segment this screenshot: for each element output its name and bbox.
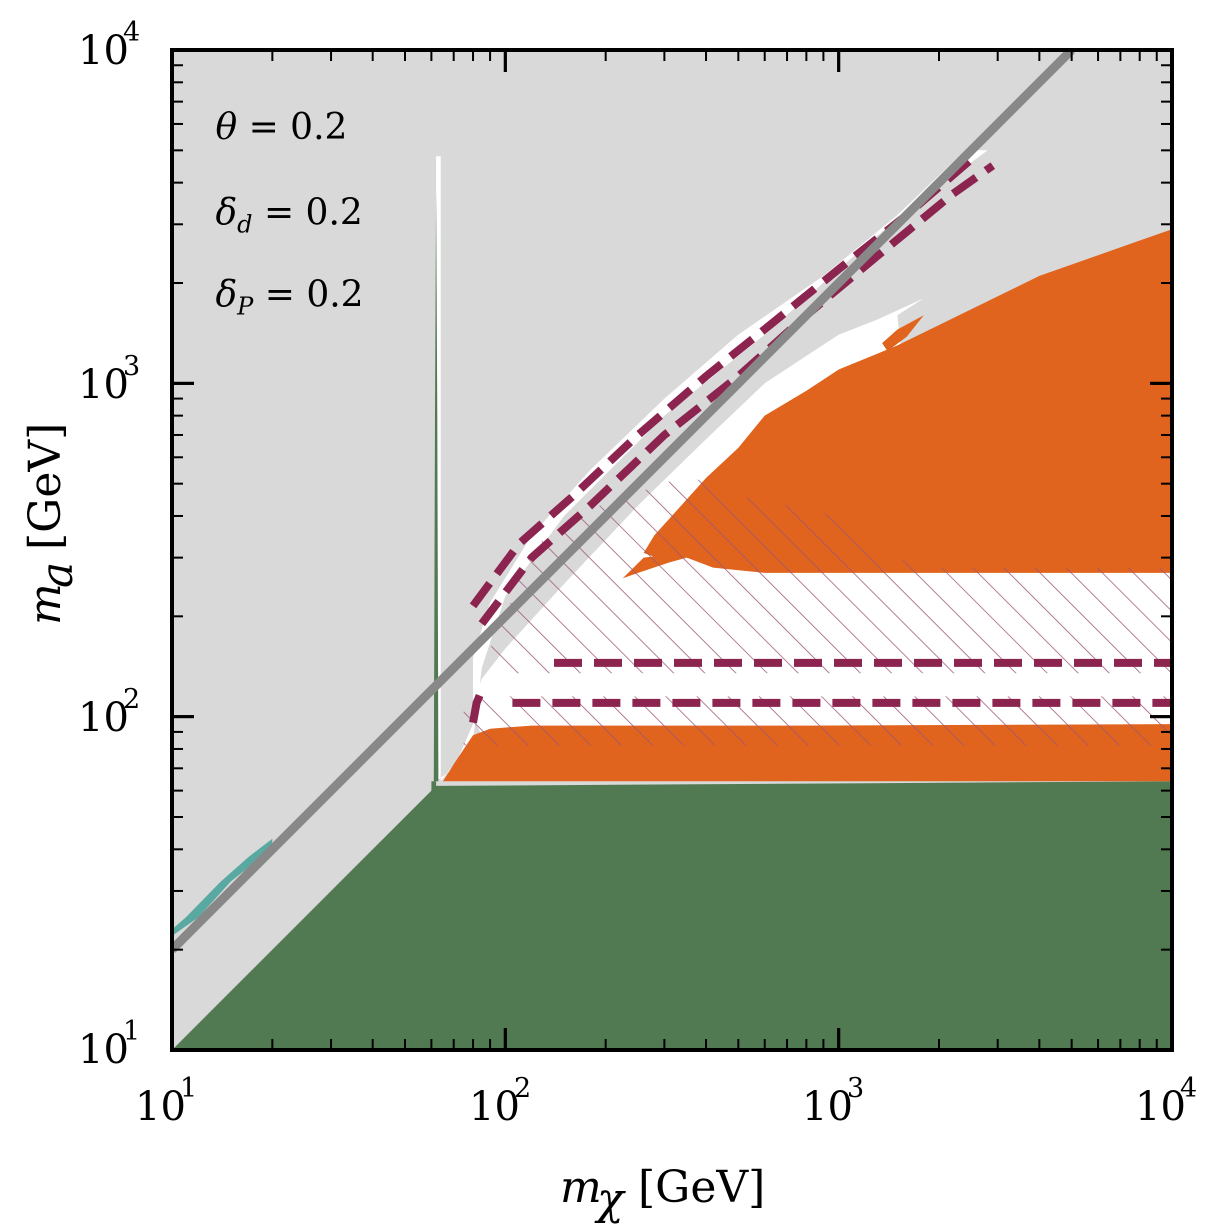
green-spike <box>431 190 439 782</box>
dashed-upper-band <box>469 156 974 609</box>
annotation-3: δP = 0.2 <box>215 275 363 321</box>
teal-strip <box>172 838 273 936</box>
x-tick-label-4-exp: 4 <box>1180 1073 1197 1104</box>
y-tick-label-4-base: 10 <box>78 28 129 74</box>
y-axis-label: m a [GeV] <box>20 423 83 625</box>
y-tick-label-4-exp: 4 <box>123 17 140 48</box>
x-tick-label-3-base: 10 <box>802 1084 853 1130</box>
hatch-lower <box>463 696 1172 746</box>
y-tick-label-1-exp: 1 <box>123 1016 140 1047</box>
y-axis-unit: [GeV] <box>20 423 71 550</box>
tick-marks <box>170 48 1174 1052</box>
x-tick-label-1-exp: 1 <box>180 1073 197 1104</box>
y-axis-symbol: m <box>20 583 71 625</box>
x-tick-label-2-exp: 2 <box>514 1073 531 1104</box>
x-axis-label: m χ [GeV] <box>560 1162 765 1225</box>
annotation-2: δd = 0.2 <box>215 192 362 238</box>
dashed-lower-band <box>478 162 996 627</box>
y-axis-subscript: a <box>32 562 83 588</box>
hatch-middle <box>490 475 1172 674</box>
y-tick-label-3-base: 10 <box>78 362 129 408</box>
plot-frame <box>170 48 1174 1052</box>
green-region <box>172 781 1172 1050</box>
x-axis-subscript: χ <box>594 1174 626 1225</box>
orange-upper-region <box>643 229 1172 573</box>
gray-diagonal-line <box>172 50 1075 953</box>
x-tick-label-3-exp: 3 <box>847 1073 864 1104</box>
x-axis-symbol: m <box>560 1162 602 1213</box>
x-tick-label-2-base: 10 <box>469 1084 520 1130</box>
y-tick-label-1-base: 10 <box>78 1027 129 1073</box>
hatch-layer <box>463 475 1172 746</box>
y-tick-labels: 10 1 10 2 10 3 10 4 <box>78 17 140 1073</box>
y-tick-label-2-exp: 2 <box>123 684 140 715</box>
plot-area <box>172 50 1172 1050</box>
x-tick-labels: 10 1 10 2 10 3 10 4 <box>135 1073 1197 1130</box>
parameter-annotations: θ = 0.2 δd = 0.2 δP = 0.2 <box>215 107 363 320</box>
orange-upper-tip <box>882 315 924 351</box>
x-axis-unit: [GeV] <box>638 1162 765 1213</box>
dashed-layer <box>469 156 1172 724</box>
x-tick-label-4-base: 10 <box>1135 1084 1186 1130</box>
y-tick-label-3-exp: 3 <box>123 351 140 382</box>
x-tick-label-1-base: 10 <box>135 1084 186 1130</box>
y-tick-label-2-base: 10 <box>78 695 129 741</box>
dashed-kink-left <box>469 688 486 724</box>
annotation-1: θ = 0.2 <box>215 107 347 148</box>
